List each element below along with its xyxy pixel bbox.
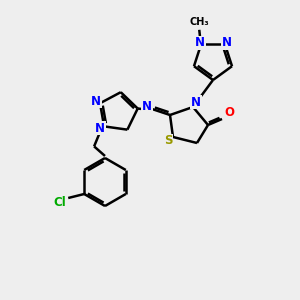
Text: S: S [164, 134, 172, 148]
Text: N: N [91, 95, 101, 108]
Text: N: N [222, 36, 232, 49]
Text: N: N [142, 100, 152, 113]
Text: O: O [224, 106, 234, 119]
Text: N: N [195, 36, 205, 49]
Text: N: N [191, 95, 201, 109]
Text: CH₃: CH₃ [189, 17, 209, 27]
Text: N: N [95, 122, 105, 135]
Text: Cl: Cl [54, 196, 67, 208]
